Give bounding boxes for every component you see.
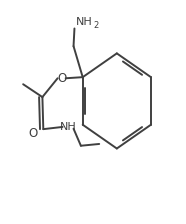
Text: O: O — [29, 127, 38, 140]
Text: NH: NH — [60, 122, 77, 132]
Text: O: O — [57, 72, 66, 85]
Text: 2: 2 — [93, 21, 98, 30]
Text: NH: NH — [76, 17, 93, 27]
